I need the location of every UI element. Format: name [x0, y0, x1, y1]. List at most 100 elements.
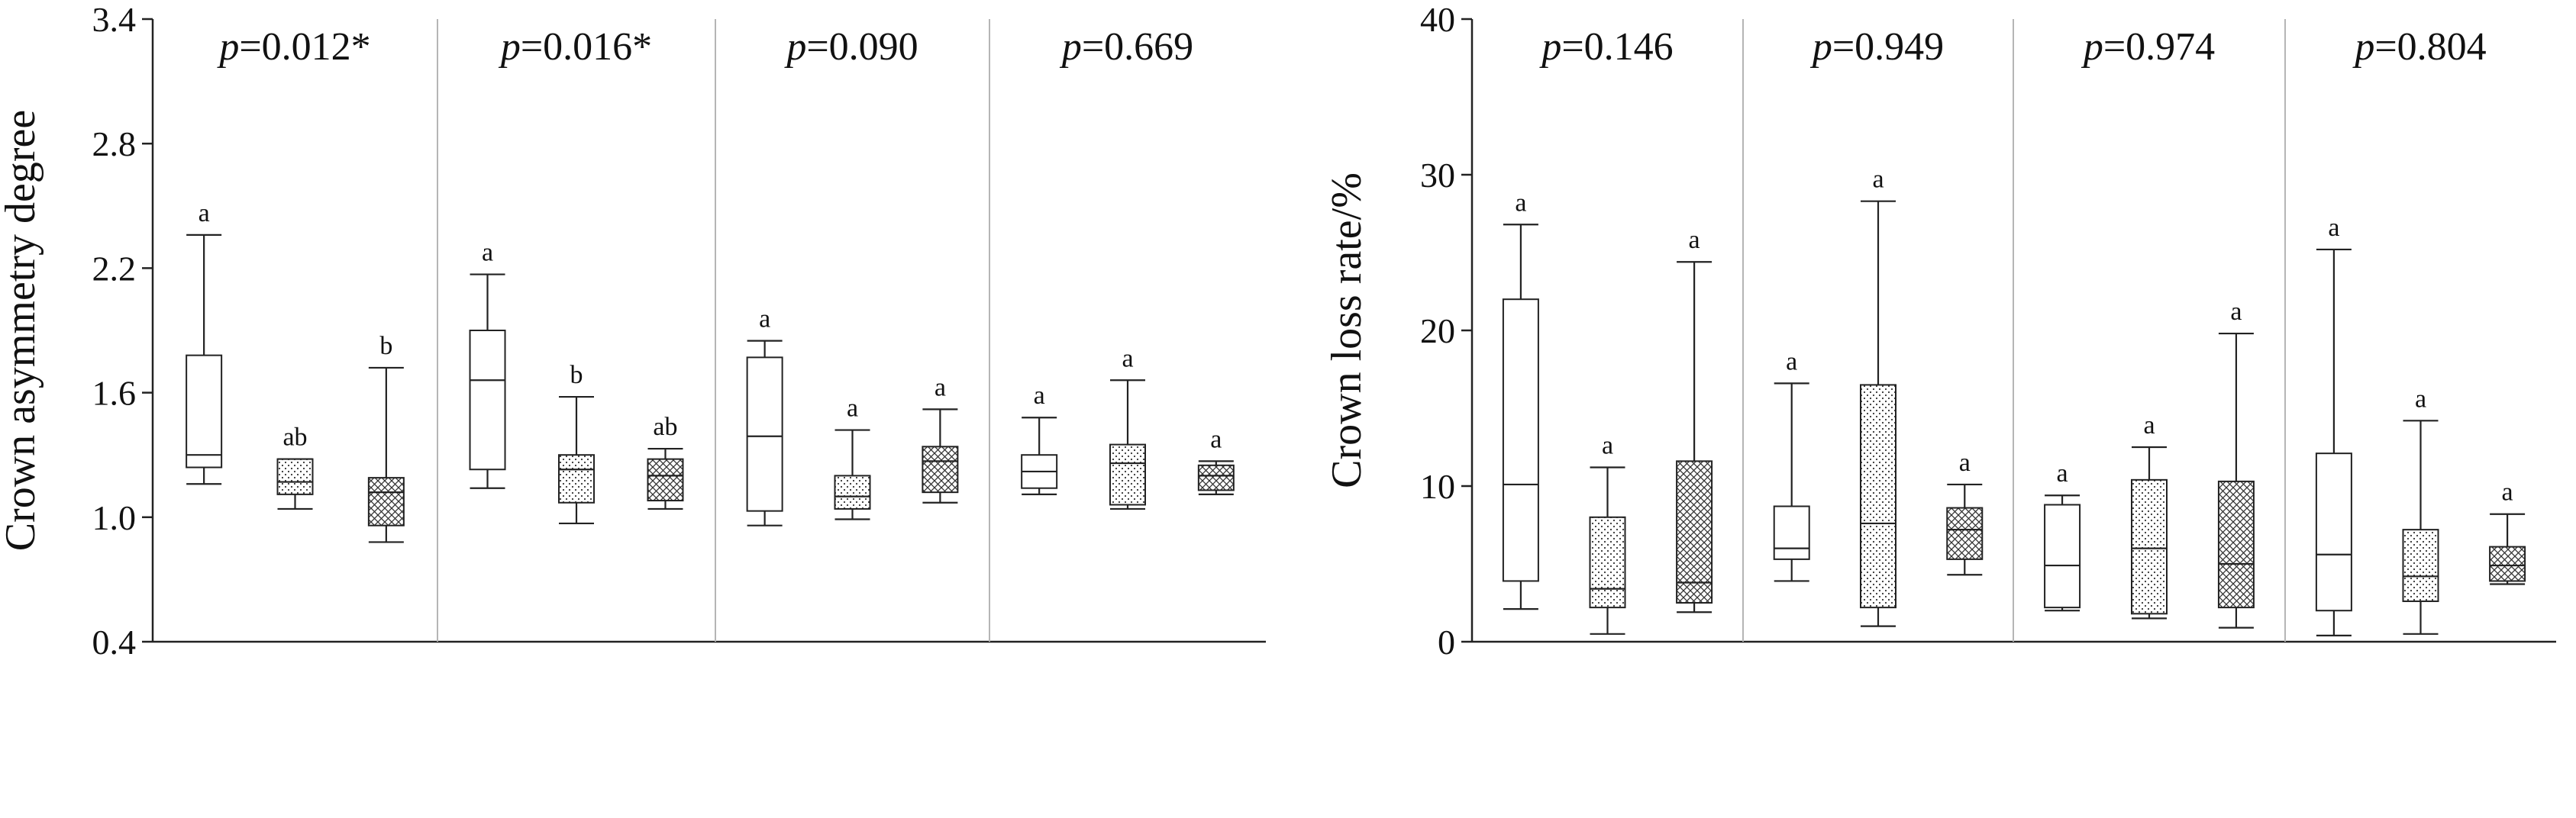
iqr-box — [367, 477, 405, 527]
p-value-text: =0.804 — [2374, 25, 2486, 69]
significance-letter: a — [1689, 226, 1700, 254]
iqr-box — [2044, 504, 2081, 609]
box-dots: b — [558, 361, 595, 525]
box-cross: ab — [647, 413, 684, 510]
significance-letter: ab — [653, 413, 677, 441]
significance-letter: a — [847, 395, 858, 423]
significance-letter: a — [759, 305, 770, 333]
box-dots: ab — [276, 423, 314, 510]
y-tick-label: 20 — [1420, 311, 1455, 350]
y-tick-label: 10 — [1420, 467, 1455, 506]
box-cross: a — [2217, 298, 2255, 629]
p-value-text: =0.146 — [1561, 25, 1673, 69]
p-symbol: p — [2080, 25, 2103, 69]
p-symbol: p — [1809, 25, 1832, 69]
box-dots: a — [1860, 166, 1896, 627]
group-3: p=0.090 a a a — [746, 25, 959, 527]
iqr-box — [2402, 529, 2439, 602]
box-cross: a — [1676, 226, 1713, 614]
p-value-text: =0.669 — [1082, 25, 1193, 69]
y-tick-label: 3.4 — [92, 0, 137, 39]
box-cross: a — [1197, 425, 1235, 495]
box-plain: a — [1773, 347, 1810, 582]
iqr-box — [647, 458, 684, 502]
p-value-text: =0.016* — [521, 25, 652, 69]
chart-panel-1: 0.4 1.0 1.6 2.2 2.8 3.4 Crown asymmetry degree… — [0, 0, 1266, 662]
significance-letter: a — [935, 373, 946, 401]
significance-letter: a — [199, 199, 210, 227]
box-dots: a — [834, 395, 871, 520]
y-tick-label: 1.0 — [92, 498, 137, 537]
iqr-box — [2217, 480, 2255, 609]
p-symbol: p — [2352, 25, 2374, 69]
significance-letter: a — [2502, 478, 2513, 507]
iqr-box — [469, 330, 506, 471]
group-2: p=0.949 a a a — [1773, 25, 1984, 627]
significance-letter: a — [1210, 425, 1222, 453]
group-1: p=0.146 a a a — [1502, 25, 1713, 635]
box-plain: a — [186, 199, 223, 485]
y-tick-label: 1.6 — [92, 374, 137, 413]
box-dots: a — [2402, 385, 2439, 635]
box-plain: a — [2044, 459, 2081, 612]
p-value-label: p=0.804 — [2352, 25, 2486, 69]
iqr-box — [558, 454, 595, 504]
box-cross: a — [2489, 478, 2526, 585]
box-dots: a — [1589, 432, 1626, 635]
significance-letter: a — [1602, 432, 1613, 460]
iqr-box — [2131, 478, 2168, 615]
iqr-box — [1197, 464, 1235, 491]
iqr-box — [1109, 443, 1146, 506]
box-dots: a — [1109, 344, 1146, 510]
y-tick-label: 30 — [1420, 156, 1455, 195]
iqr-box — [1676, 460, 1713, 604]
p-symbol: p — [1538, 25, 1561, 69]
significance-letter: a — [1872, 166, 1884, 194]
y-axis-label: Crown asymmetry degree — [0, 110, 44, 551]
box-plain: a — [469, 239, 506, 489]
significance-letter: a — [2057, 459, 2068, 488]
y-tick-label: 0.4 — [92, 623, 137, 662]
group-1: p=0.012* a ab b — [186, 25, 405, 543]
box-cross: b — [367, 332, 405, 543]
p-symbol: p — [498, 25, 521, 69]
significance-letter: a — [2143, 411, 2155, 440]
significance-letter: a — [2328, 214, 2339, 242]
group-3: p=0.974 a a a — [2044, 25, 2255, 629]
box-cross: a — [1946, 449, 1984, 576]
iqr-box — [1589, 516, 1626, 609]
significance-letter: b — [570, 361, 583, 389]
iqr-box — [922, 446, 959, 494]
significance-letter: a — [1786, 347, 1797, 375]
y-axis-label: Crown loss rate/% — [1323, 172, 1370, 488]
significance-letter: a — [1515, 188, 1526, 217]
iqr-box — [186, 354, 223, 469]
iqr-box — [834, 475, 871, 510]
p-value-text: =0.012* — [239, 25, 370, 69]
box-plain: a — [1502, 188, 1539, 610]
p-value-text: =0.974 — [2103, 25, 2215, 69]
p-value-label: p=0.974 — [2080, 25, 2215, 69]
p-symbol: p — [216, 25, 239, 69]
group-4: p=0.804 a a a — [2315, 25, 2526, 636]
iqr-box — [1946, 507, 1984, 560]
iqr-box — [1860, 384, 1896, 609]
significance-letter: ab — [282, 423, 307, 452]
p-value-label: p=0.016* — [498, 25, 652, 69]
p-value-text: =0.949 — [1832, 25, 1944, 69]
box-cross: a — [922, 373, 959, 504]
iqr-box — [2489, 546, 2526, 582]
significance-letter: a — [1122, 344, 1133, 372]
p-value-label: p=0.090 — [783, 25, 918, 69]
significance-letter: a — [1034, 382, 1045, 410]
y-tick-label: 2.8 — [92, 124, 137, 163]
y-tick-label: 0 — [1438, 623, 1455, 662]
significance-letter: a — [482, 239, 493, 267]
iqr-box — [276, 458, 314, 495]
p-value-label: p=0.146 — [1538, 25, 1673, 69]
p-value-label: p=0.012* — [216, 25, 370, 69]
p-value-text: =0.090 — [806, 25, 918, 69]
y-tick-label: 40 — [1420, 0, 1455, 39]
